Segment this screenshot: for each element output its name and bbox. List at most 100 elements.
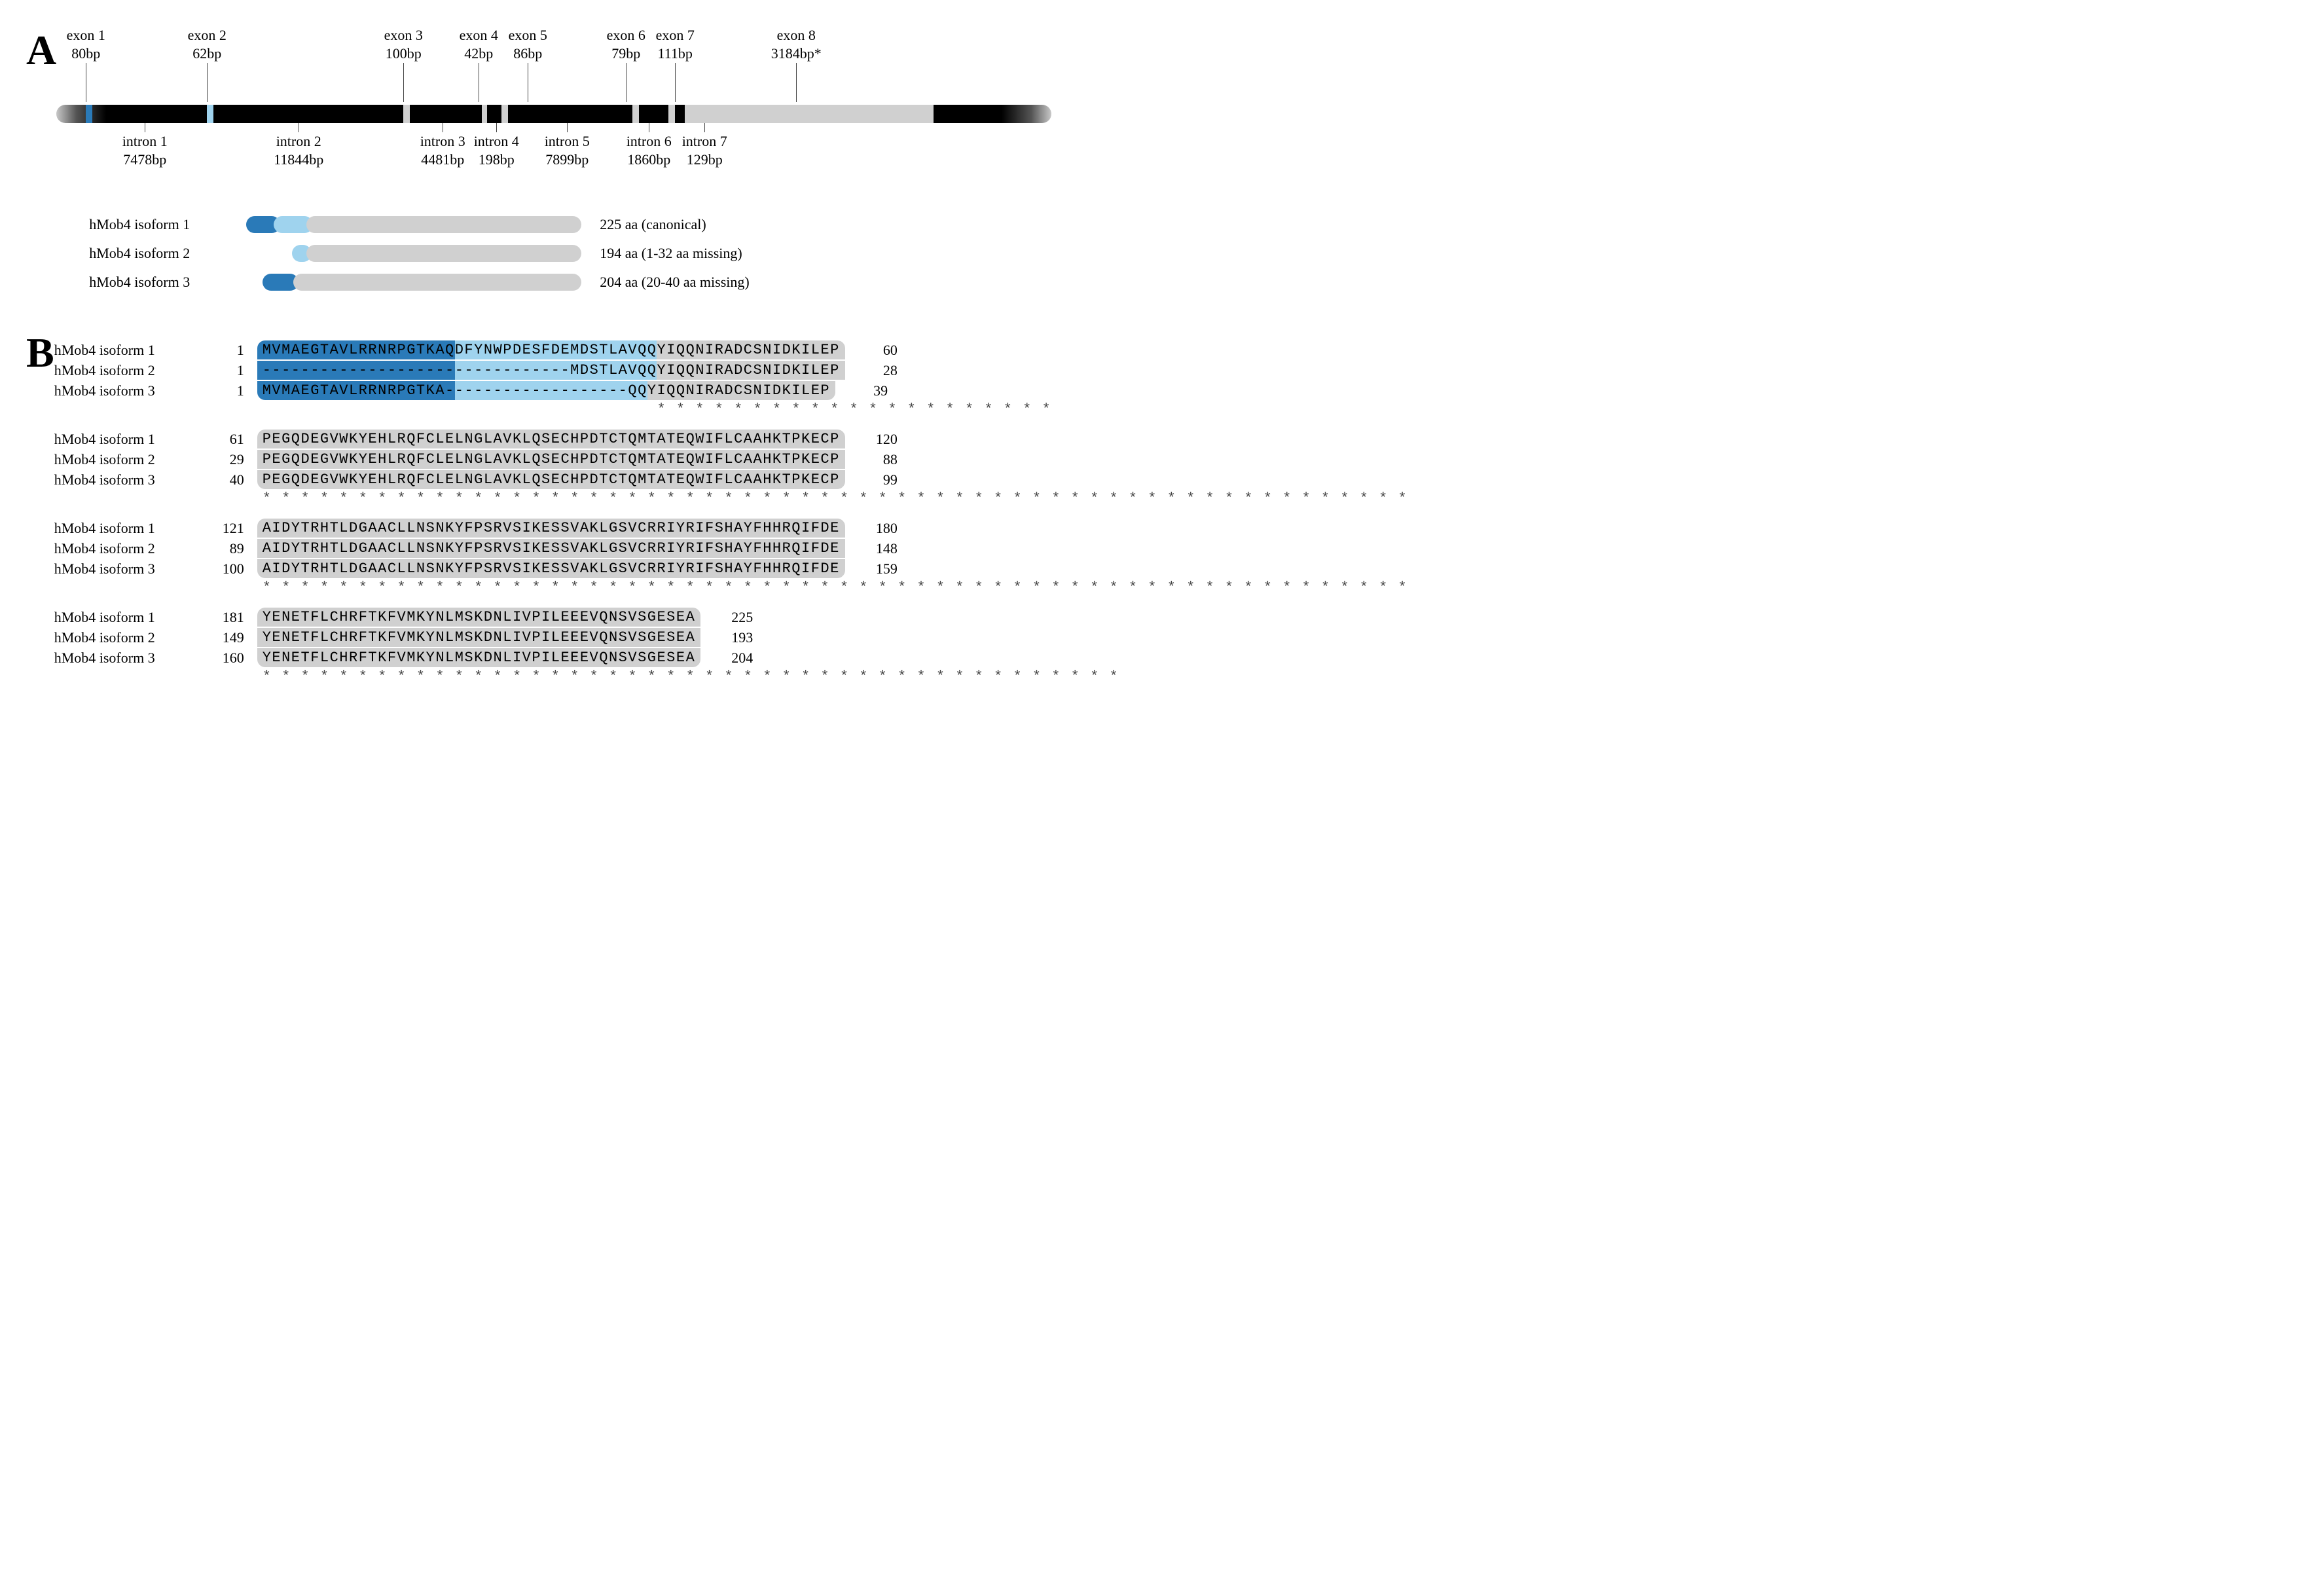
alignment-row: hMob4 isoform 11MVMAEGTAVLRRNRPGTKAQDFYN… (54, 340, 2298, 359)
exon-box (86, 105, 92, 123)
alignment-row: hMob4 isoform 31MVMAEGTAVLRRNRPGTKA-----… (54, 381, 2298, 400)
sequence-segment: YIQQNIRADCSNIDKILEP (657, 340, 844, 359)
sequence-segment: ------------MDSTLAVQQ (455, 361, 657, 380)
isoform-row: hMob4 isoform 3204 aa (20-40 aa missing) (89, 274, 2298, 291)
alignment-row: hMob4 isoform 2149YENETFLCHRFTKFVMKYNLMS… (54, 628, 2298, 647)
isoform-section: hMob4 isoform 1225 aa (canonical) hMob4 i… (89, 216, 2298, 291)
exon-box (685, 105, 934, 123)
alignment-content: hMob4 isoform 11MVMAEGTAVLRRNRPGTKAQDFYN… (54, 329, 2298, 694)
exon-label: exon 442bp (460, 26, 498, 62)
sequence: --------------------------------MDSTLAVQ… (257, 361, 845, 380)
sequence-segment: AIDYTRHTLDGAACLLNSNKYFPSRVSIKESSVAKLGSVC… (257, 519, 845, 538)
sequence: YENETFLCHRFTKFVMKYNLMSKDNLIVPILEEEVQNSVS… (257, 608, 701, 627)
alignment-end-pos: 148 (845, 540, 898, 557)
exon-box (482, 105, 487, 123)
alignment-row-label: hMob4 isoform 1 (54, 431, 205, 448)
sequence: MVMAEGTAVLRRNRPGTKAQDFYNWPDESFDEMDSTLAVQ… (257, 340, 845, 359)
isoform-segment (293, 274, 581, 291)
exon-label: exon 7111bp (656, 26, 695, 62)
isoform-bar (246, 274, 587, 291)
intron-label: intron 7129bp (682, 132, 727, 168)
intron-tick (496, 123, 497, 132)
alignment-row-label: hMob4 isoform 2 (54, 451, 205, 468)
alignment-start-pos: 61 (205, 431, 257, 448)
alignment-start-pos: 1 (205, 342, 257, 359)
intron-tick (567, 123, 568, 132)
intron-label: intron 61860bp (626, 132, 672, 168)
intron-label: intron 211844bp (274, 132, 323, 168)
panel-b: B hMob4 isoform 11MVMAEGTAVLRRNRPGTKAQDF… (26, 329, 2298, 694)
panel-a-content: human Mob4 gene exon 180bpexon 262bpexon… (56, 26, 2298, 302)
gene-diagram: human Mob4 gene exon 180bpexon 262bpexon… (56, 26, 2298, 196)
intron-label: intron 57899bp (545, 132, 590, 168)
sequence: AIDYTRHTLDGAACLLNSNKYFPSRVSIKESSVAKLGSVC… (257, 559, 845, 578)
sequence-segment: PEGQDEGVWKYEHLRQFCLELNGLAVKLQSECHPDTCTQM… (257, 470, 845, 489)
exon-tick (403, 63, 404, 102)
exon-label: exon 262bp (188, 26, 227, 62)
exon-label: exon 679bp (607, 26, 645, 62)
alignment-start-pos: 1 (205, 362, 257, 379)
alignment-end-pos: 225 (700, 609, 753, 626)
sequence-segment: AIDYTRHTLDGAACLLNSNKYFPSRVSIKESSVAKLGSVC… (257, 559, 845, 578)
exon-tick (796, 63, 797, 102)
exon-label: exon 180bp (67, 26, 105, 62)
alignment-end-pos: 193 (700, 629, 753, 646)
alignment-row: hMob4 isoform 1121AIDYTRHTLDGAACLLNSNKYF… (54, 519, 2298, 538)
sequence: PEGQDEGVWKYEHLRQFCLELNGLAVKLQSECHPDTCTQM… (257, 450, 845, 469)
alignment-row-label: hMob4 isoform 2 (54, 362, 205, 379)
sequence-segment: AIDYTRHTLDGAACLLNSNKYFPSRVSIKESSVAKLGSVC… (257, 539, 845, 558)
alignment-end-pos: 159 (845, 560, 898, 577)
alignment-row: hMob4 isoform 340PEGQDEGVWKYEHLRQFCLELNG… (54, 470, 2298, 489)
isoform-desc: 194 aa (1-32 aa missing) (600, 245, 742, 262)
exon-box (632, 105, 639, 123)
sequence: MVMAEGTAVLRRNRPGTKA-------------------QQ… (257, 381, 835, 400)
alignment-row-label: hMob4 isoform 1 (54, 342, 205, 359)
isoform-label: hMob4 isoform 2 (89, 245, 246, 262)
sequence: PEGQDEGVWKYEHLRQFCLELNGLAVKLQSECHPDTCTQM… (257, 430, 845, 448)
alignment-block: hMob4 isoform 161PEGQDEGVWKYEHLRQFCLELNG… (54, 430, 2298, 507)
alignment-row-label: hMob4 isoform 3 (54, 382, 205, 399)
sequence-segment: MVMAEGTAVLRRNRPGTKA- (257, 381, 455, 400)
alignment-row-label: hMob4 isoform 3 (54, 471, 205, 488)
intron-label: intron 17478bp (122, 132, 168, 168)
sequence: AIDYTRHTLDGAACLLNSNKYFPSRVSIKESSVAKLGSVC… (257, 539, 845, 558)
sequence-segment: YENETFLCHRFTKFVMKYNLMSKDNLIVPILEEEVQNSVS… (257, 608, 701, 627)
isoform-bar (246, 216, 587, 233)
alignment-row-label: hMob4 isoform 1 (54, 609, 205, 626)
conservation-stars: * * * * * * * * * * * * * * * * * * * * … (257, 490, 2298, 507)
isoform-row: hMob4 isoform 1225 aa (canonical) (89, 216, 2298, 233)
alignment-row-label: hMob4 isoform 3 (54, 560, 205, 577)
alignment-start-pos: 29 (205, 451, 257, 468)
sequence-segment: YENETFLCHRFTKFVMKYNLMSKDNLIVPILEEEVQNSVS… (257, 628, 701, 647)
sequence-segment: -------------------- (257, 361, 455, 380)
panel-b-label: B (26, 329, 54, 377)
alignment-row: hMob4 isoform 3100AIDYTRHTLDGAACLLNSNKYF… (54, 559, 2298, 578)
gene-track (56, 105, 1051, 123)
alignment-end-pos: 60 (845, 342, 898, 359)
exon-box (403, 105, 410, 123)
panel-a: A human Mob4 gene exon 180bpexon 262bpex… (26, 26, 2298, 302)
alignment-block: hMob4 isoform 1181YENETFLCHRFTKFVMKYNLMS… (54, 608, 2298, 685)
alignment-row: hMob4 isoform 161PEGQDEGVWKYEHLRQFCLELNG… (54, 430, 2298, 448)
sequence-segment: YENETFLCHRFTKFVMKYNLMSKDNLIVPILEEEVQNSVS… (257, 648, 701, 667)
panel-a-label: A (26, 26, 56, 75)
isoform-bar (246, 245, 587, 262)
alignment-block: hMob4 isoform 1121AIDYTRHTLDGAACLLNSNKYF… (54, 519, 2298, 596)
isoform-desc: 225 aa (canonical) (600, 216, 706, 233)
alignment-end-pos: 99 (845, 471, 898, 488)
alignment-row: hMob4 isoform 3160YENETFLCHRFTKFVMKYNLMS… (54, 648, 2298, 667)
alignment-block: hMob4 isoform 11MVMAEGTAVLRRNRPGTKAQDFYN… (54, 340, 2298, 418)
alignment-start-pos: 181 (205, 609, 257, 626)
alignment-start-pos: 121 (205, 520, 257, 537)
alignment-start-pos: 40 (205, 471, 257, 488)
sequence-segment: YIQQNIRADCSNIDKILEP (657, 361, 844, 380)
isoform-segment (306, 245, 581, 262)
alignment-start-pos: 160 (205, 650, 257, 667)
alignment-row-label: hMob4 isoform 2 (54, 629, 205, 646)
alignment-end-pos: 88 (845, 451, 898, 468)
alignment-row: hMob4 isoform 229PEGQDEGVWKYEHLRQFCLELNG… (54, 450, 2298, 469)
alignment-row: hMob4 isoform 1181YENETFLCHRFTKFVMKYNLMS… (54, 608, 2298, 627)
isoform-desc: 204 aa (20-40 aa missing) (600, 274, 750, 291)
sequence: AIDYTRHTLDGAACLLNSNKYFPSRVSIKESSVAKLGSVC… (257, 519, 845, 538)
alignment-start-pos: 1 (205, 382, 257, 399)
